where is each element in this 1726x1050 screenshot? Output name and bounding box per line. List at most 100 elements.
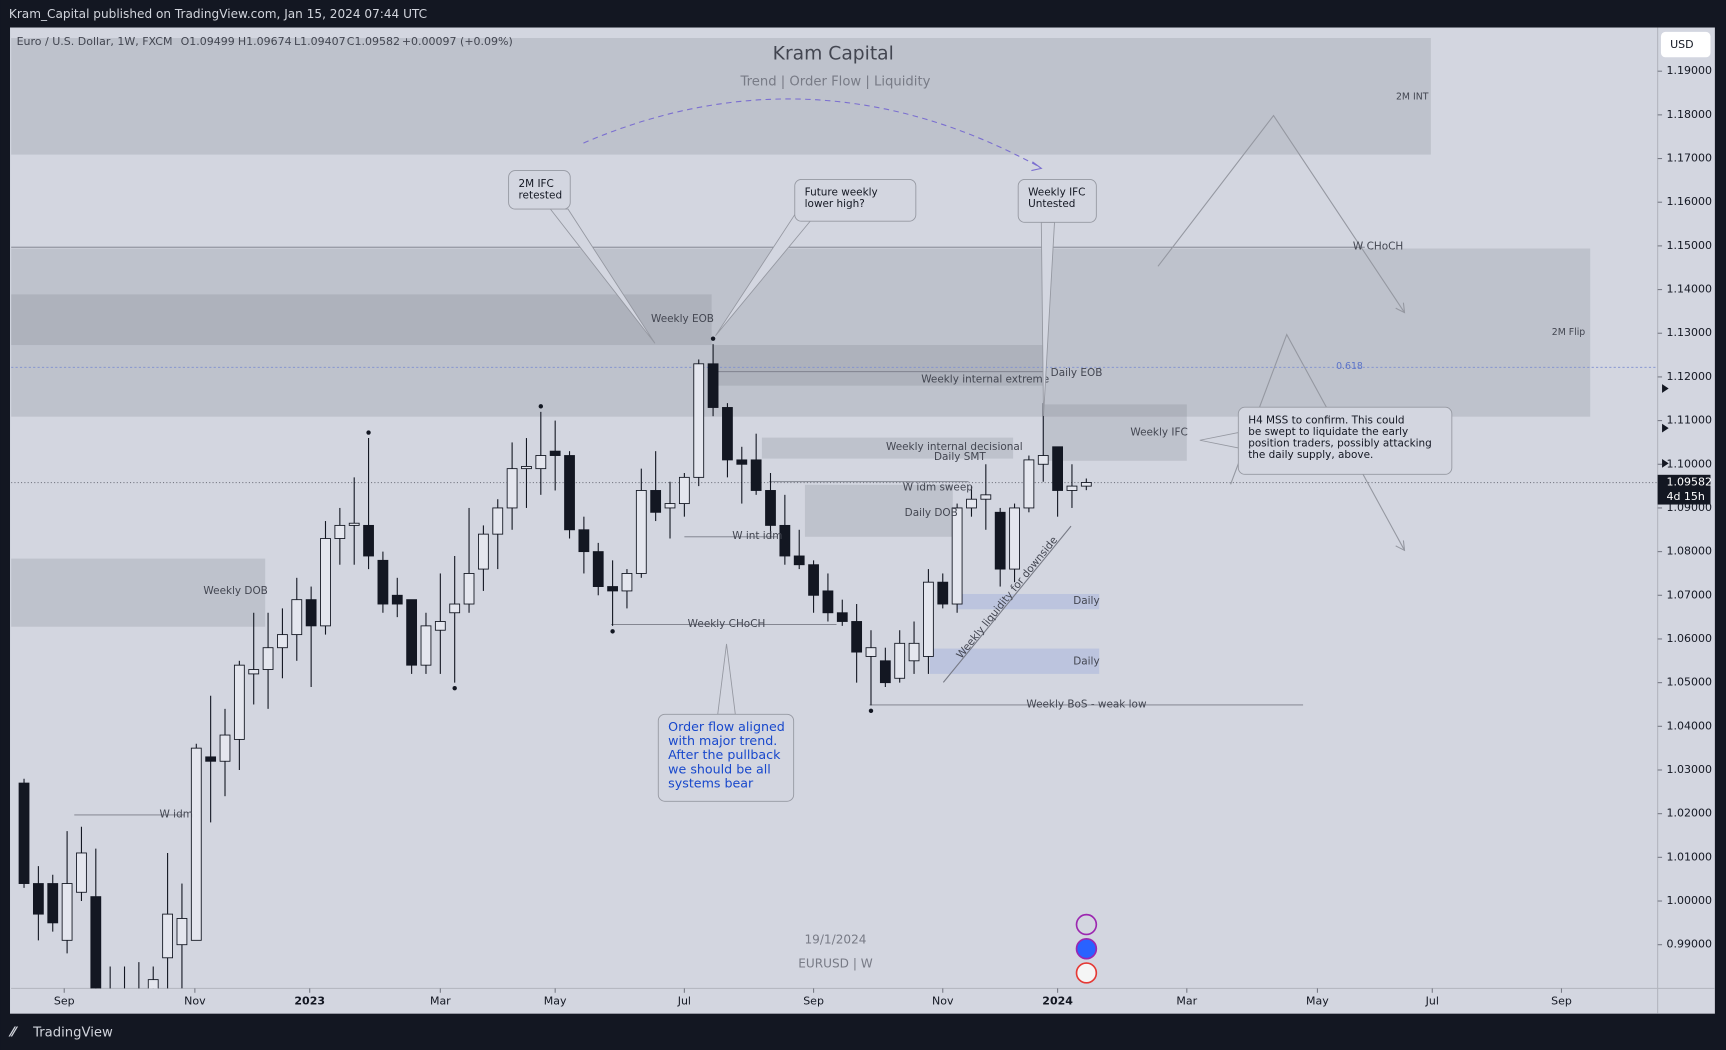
zone-label: Daily EOB [1051, 367, 1103, 379]
x-tick-label: Sep [1551, 995, 1572, 1008]
callout-text: H4 MSS to confirm. This could [1248, 414, 1404, 426]
level-label: W idm sweep [903, 482, 973, 494]
currency-button[interactable] [1660, 31, 1711, 58]
candle-body [61, 883, 73, 941]
callout-text: retested [519, 189, 563, 201]
candle-body [1066, 485, 1078, 491]
callout-text: we should be all [668, 761, 771, 776]
candle-body [18, 782, 30, 884]
callout-text: position traders, possibly attacking [1248, 438, 1432, 450]
candle-body [291, 599, 303, 636]
candle-body [980, 494, 992, 500]
candle-body [937, 581, 949, 605]
candle-body [894, 642, 906, 679]
candle-body [678, 476, 690, 505]
watermark-symbol: EURUSD | W [798, 957, 873, 971]
candle-body [377, 559, 389, 605]
candle-body [607, 586, 618, 592]
legend-close: C1.09582 [347, 35, 400, 48]
callout-text: After the pullback [668, 747, 781, 762]
legend-low: L1.09407 [294, 35, 346, 48]
last-price-box [1657, 474, 1711, 505]
y-tick-label: 0.99000 [1666, 938, 1712, 951]
candle-body [1080, 482, 1092, 487]
candle-body [147, 979, 159, 989]
candle-body [248, 669, 260, 675]
candle-body [463, 573, 475, 605]
candle-body [535, 455, 547, 470]
icon-flash[interactable] [1075, 913, 1098, 936]
level-label: W idm [160, 808, 193, 820]
candle-body [664, 503, 676, 509]
legend-change: +0.00097 (+0.09%) [402, 35, 513, 48]
x-tick-label: Mar [430, 995, 451, 1008]
y-tick-label: 1.03000 [1666, 763, 1712, 776]
zone [1043, 404, 1187, 461]
icon-flag[interactable] [1075, 962, 1098, 984]
candle-body [879, 660, 891, 684]
y-tick-label: 1.14000 [1666, 283, 1712, 296]
candle-body [434, 621, 446, 631]
zone [11, 37, 1431, 155]
zone [761, 437, 1014, 459]
callout-box [657, 713, 795, 802]
candle-body [176, 918, 188, 946]
candle-body [90, 896, 102, 989]
y-tick-label: 1.00000 [1666, 894, 1712, 907]
publisher: Kram_Capital published on TradingView.co… [9, 7, 427, 21]
candle-body [951, 507, 963, 605]
icon-globe[interactable] [1075, 938, 1098, 960]
candle-body [162, 913, 173, 959]
candle-body [219, 734, 231, 762]
candle-body [908, 642, 920, 662]
plot [11, 37, 1658, 989]
candle-body [808, 564, 819, 596]
legend-open: O1.09499 [181, 35, 235, 48]
candle-body [707, 363, 719, 408]
y-tick-label: 1.18000 [1666, 108, 1712, 121]
candle-body [521, 466, 532, 470]
projection [1157, 114, 1405, 313]
candle-body [506, 468, 518, 509]
y-tick-label: 1.08000 [1666, 545, 1712, 558]
currency[interactable]: USD [1670, 38, 1694, 51]
y-tick-label: 1.12000 [1666, 370, 1712, 383]
zone-label: Daily DOB [905, 507, 958, 519]
candle-body [47, 883, 59, 924]
swing-dot [366, 430, 371, 435]
y-tick-label: 1.02000 [1666, 807, 1712, 820]
candle-body [76, 852, 87, 893]
overlay [583, 98, 1669, 984]
candle-body [549, 450, 561, 456]
candle-body [420, 625, 432, 666]
zone-label: Weekly IFC [1130, 427, 1187, 439]
candle-body [635, 490, 647, 574]
arc-arrow [1031, 161, 1043, 172]
level-label: 0.618 [1336, 361, 1363, 372]
candle-body [722, 407, 733, 461]
candle-body [492, 507, 504, 535]
candle-body [1052, 446, 1063, 491]
legend-symbol: Euro / U.S. Dollar, 1W, FXCM [17, 35, 173, 48]
swing-dot [538, 404, 544, 409]
x-tick-label: 2024 [1042, 995, 1073, 1008]
swing-dot [610, 629, 615, 634]
callout-box [508, 170, 571, 210]
callout-text: be swept to liquidate the early [1248, 426, 1408, 438]
x-tick-label: Mar [1176, 995, 1197, 1008]
level-label: Weekly BoS - weak low [1026, 698, 1147, 710]
y-tick-label: 1.16000 [1666, 195, 1712, 208]
zone-label: 2M Flip [1552, 327, 1586, 338]
candle-body [693, 363, 705, 478]
zone [11, 558, 266, 627]
zone [929, 648, 1100, 674]
candle-body [1037, 455, 1049, 465]
candle-body [305, 599, 317, 627]
candle-body [765, 490, 776, 526]
candle-body [994, 511, 1006, 570]
y-tick-label: 1.05000 [1666, 676, 1712, 689]
candle-body [391, 594, 403, 605]
zone [957, 593, 1100, 610]
